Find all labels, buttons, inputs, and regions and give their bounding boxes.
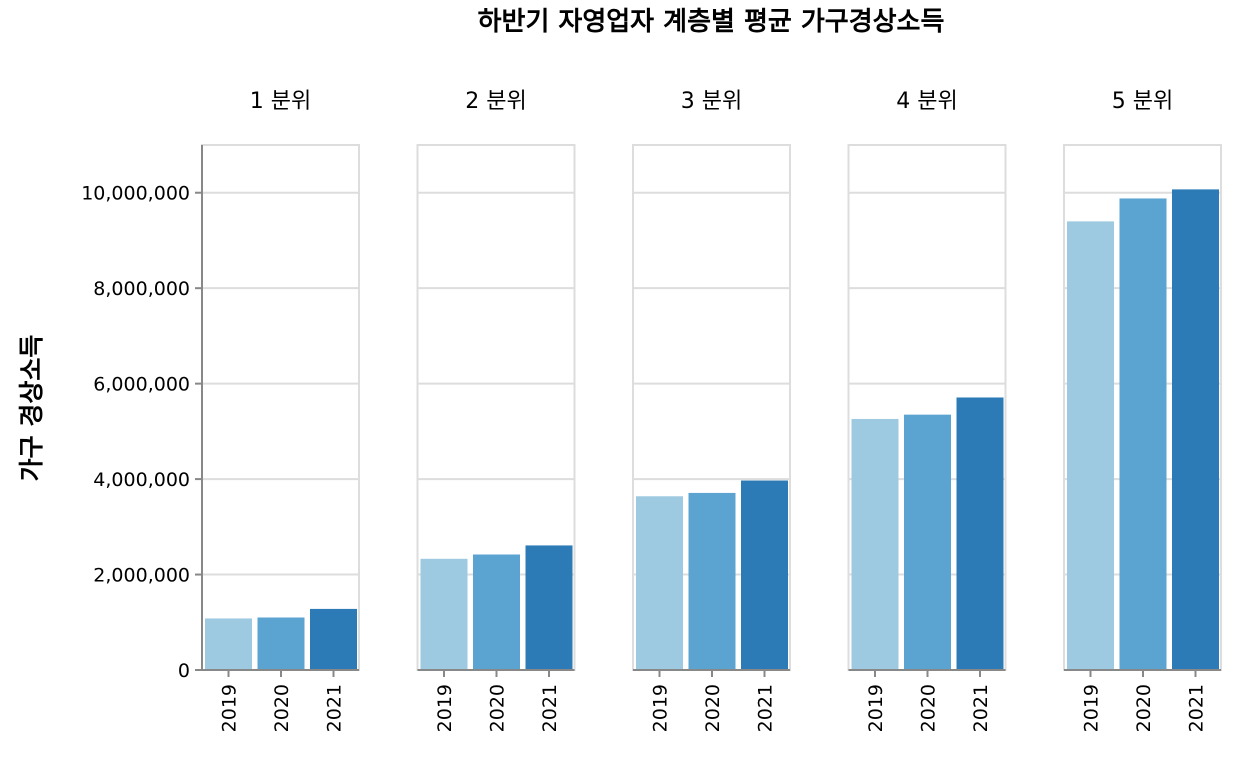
bar-2020 (473, 554, 520, 670)
y-tick-label: 10,000,000 (81, 183, 190, 205)
x-tick-label: 2020 (918, 684, 940, 732)
bar-2021 (1172, 189, 1219, 671)
x-tick-label: 2021 (970, 684, 992, 732)
facet-label: 4 분위 (896, 89, 957, 114)
bar-2020 (257, 617, 305, 670)
y-tick-label: 4,000,000 (93, 469, 190, 491)
y-tick-label: 2,000,000 (93, 565, 190, 587)
facet-label: 5 분위 (1112, 89, 1173, 114)
facet-label: 2 분위 (465, 89, 526, 114)
facet-frame (201, 144, 360, 671)
bar-2019 (1067, 221, 1114, 670)
facet-label: 3 분위 (681, 89, 742, 114)
bar-2019 (636, 496, 683, 670)
x-tick-label: 2020 (487, 684, 509, 732)
bar-2021 (956, 397, 1004, 670)
y-axis-title: 가구 경상소득 (17, 335, 46, 482)
x-tick-label: 2021 (755, 684, 777, 732)
chart-title: 하반기 자영업자 계층별 평균 가구경상소득 (478, 7, 945, 37)
y-tick-label: 6,000,000 (93, 374, 190, 396)
facet-5: 5 분위 2019 2020 2021 (1063, 89, 1222, 732)
bar-2020 (1119, 198, 1167, 671)
bar-2021 (525, 545, 573, 670)
x-tick-label: 2019 (219, 684, 241, 732)
bar-2021 (741, 480, 788, 670)
x-tick-label: 2019 (650, 684, 672, 732)
y-tick-label: 0 (178, 660, 190, 682)
y-tick-label: 8,000,000 (93, 278, 190, 300)
facet-2: 2 분위 2019 2020 2021 (416, 89, 576, 732)
x-tick-label: 2021 (539, 684, 561, 732)
x-tick-label: 2021 (1186, 684, 1208, 732)
x-tick-label: 2020 (1133, 684, 1155, 732)
x-tick-label: 2021 (324, 684, 346, 732)
bar-2019 (205, 618, 252, 670)
y-axis: 0 2,000,000 4,000,000 6,000,000 8,000,000 10,… (81, 145, 203, 682)
x-tick-label: 2019 (1081, 684, 1103, 732)
x-tick-label: 2019 (434, 684, 456, 732)
facets: 1 분위 2019 2020 2021 2 분위 2019 2020 2021 3 분위 2019… (81, 89, 1222, 732)
bar-2020 (904, 414, 951, 670)
x-tick-label: 2020 (702, 684, 724, 732)
facet-label: 1 분위 (250, 89, 311, 114)
bar-2019 (420, 558, 468, 670)
facet-3: 3 분위 2019 2020 2021 (632, 89, 791, 732)
bar-2021 (310, 608, 357, 670)
bar-2020 (688, 492, 736, 670)
facet-4: 4 분위 2019 2020 2021 (847, 89, 1007, 732)
x-tick-label: 2019 (865, 684, 887, 732)
x-tick-label: 2020 (271, 684, 293, 732)
facet-1: 1 분위 2019 2020 2021 (201, 89, 360, 732)
bar-2019 (851, 418, 899, 670)
